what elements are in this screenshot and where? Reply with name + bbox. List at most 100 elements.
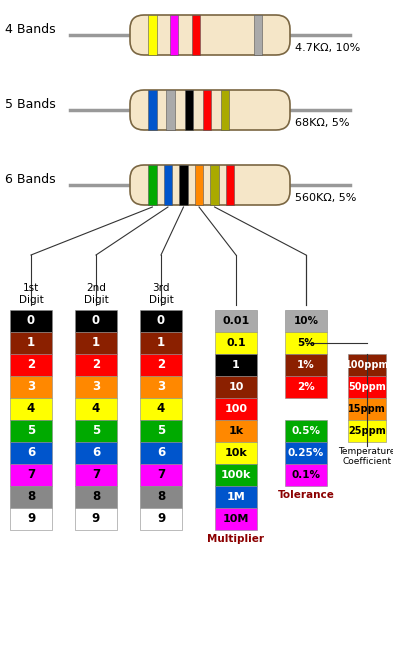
Bar bbox=[148, 15, 156, 55]
Bar bbox=[215, 442, 257, 464]
Text: 8: 8 bbox=[27, 491, 35, 503]
Bar bbox=[75, 376, 117, 398]
Bar bbox=[215, 376, 257, 398]
Bar bbox=[10, 376, 52, 398]
Text: 0: 0 bbox=[92, 314, 100, 328]
Text: 0.1%: 0.1% bbox=[292, 470, 321, 480]
Bar bbox=[192, 15, 200, 55]
Bar bbox=[140, 464, 182, 486]
Text: 1: 1 bbox=[27, 337, 35, 349]
Bar bbox=[215, 354, 257, 376]
Text: 4: 4 bbox=[157, 402, 165, 416]
Bar bbox=[140, 310, 182, 332]
Text: 0.01: 0.01 bbox=[222, 316, 250, 326]
Bar bbox=[221, 90, 229, 130]
Bar bbox=[215, 420, 257, 442]
Bar bbox=[75, 332, 117, 354]
Text: 6 Bands: 6 Bands bbox=[5, 173, 56, 186]
Text: 100k: 100k bbox=[221, 470, 251, 480]
Text: 3: 3 bbox=[27, 381, 35, 394]
Text: 1st
Digit: 1st Digit bbox=[18, 283, 43, 305]
Text: 6: 6 bbox=[157, 446, 165, 459]
Text: 560KΩ, 5%: 560KΩ, 5% bbox=[295, 193, 356, 203]
Text: 7: 7 bbox=[27, 469, 35, 481]
Bar bbox=[140, 442, 182, 464]
Text: 1M: 1M bbox=[227, 492, 245, 502]
Bar bbox=[140, 508, 182, 530]
Text: 4 Bands: 4 Bands bbox=[5, 23, 56, 36]
Text: Temperature
Coefficient: Temperature Coefficient bbox=[338, 447, 393, 466]
Text: 68KΩ, 5%: 68KΩ, 5% bbox=[295, 118, 349, 128]
Bar bbox=[10, 398, 52, 420]
Text: 100ppm: 100ppm bbox=[345, 360, 389, 370]
Text: 6: 6 bbox=[92, 446, 100, 459]
Bar bbox=[215, 332, 257, 354]
Bar bbox=[10, 310, 52, 332]
FancyBboxPatch shape bbox=[130, 15, 290, 55]
Bar bbox=[215, 486, 257, 508]
Text: 7: 7 bbox=[92, 469, 100, 481]
Bar bbox=[215, 464, 257, 486]
Bar bbox=[140, 398, 182, 420]
Bar bbox=[75, 310, 117, 332]
Text: 10k: 10k bbox=[225, 448, 247, 458]
Bar bbox=[10, 354, 52, 376]
Bar bbox=[148, 165, 156, 205]
Text: 5%: 5% bbox=[297, 338, 315, 348]
Text: 2: 2 bbox=[157, 359, 165, 371]
Bar bbox=[285, 354, 327, 376]
Bar bbox=[170, 15, 178, 55]
Bar bbox=[215, 508, 257, 530]
Bar bbox=[285, 332, 327, 354]
Text: 6: 6 bbox=[27, 446, 35, 459]
Bar bbox=[75, 442, 117, 464]
Text: 1k: 1k bbox=[228, 426, 244, 436]
Text: 0.5%: 0.5% bbox=[292, 426, 321, 436]
Text: 0.25%: 0.25% bbox=[288, 448, 324, 458]
FancyBboxPatch shape bbox=[130, 90, 290, 130]
Bar bbox=[75, 464, 117, 486]
Text: 1%: 1% bbox=[297, 360, 315, 370]
Bar bbox=[75, 398, 117, 420]
Text: 5: 5 bbox=[92, 424, 100, 438]
Text: 5: 5 bbox=[27, 424, 35, 438]
Text: 3rd
Digit: 3rd Digit bbox=[149, 283, 173, 305]
Text: 1: 1 bbox=[232, 360, 240, 370]
Text: 9: 9 bbox=[157, 512, 165, 526]
Bar bbox=[254, 15, 262, 55]
Text: 4.7KΩ, 10%: 4.7KΩ, 10% bbox=[295, 43, 360, 53]
Text: 25ppm: 25ppm bbox=[348, 426, 386, 436]
Bar bbox=[10, 420, 52, 442]
Text: Multiplier: Multiplier bbox=[208, 534, 264, 544]
Text: 3: 3 bbox=[92, 381, 100, 394]
Bar bbox=[140, 420, 182, 442]
Text: 8: 8 bbox=[92, 491, 100, 503]
FancyBboxPatch shape bbox=[130, 165, 290, 205]
Text: 7: 7 bbox=[157, 469, 165, 481]
Text: 4: 4 bbox=[27, 402, 35, 416]
Text: 50ppm: 50ppm bbox=[348, 382, 386, 392]
Text: 0: 0 bbox=[157, 314, 165, 328]
Bar bbox=[348, 398, 386, 420]
Bar bbox=[285, 376, 327, 398]
Bar bbox=[10, 464, 52, 486]
Text: 5 Bands: 5 Bands bbox=[5, 98, 56, 111]
Bar bbox=[10, 442, 52, 464]
Bar bbox=[285, 310, 327, 332]
Bar bbox=[348, 376, 386, 398]
Bar bbox=[75, 354, 117, 376]
Bar bbox=[75, 486, 117, 508]
Text: 2: 2 bbox=[27, 359, 35, 371]
Text: 15ppm: 15ppm bbox=[348, 404, 386, 414]
Bar bbox=[10, 332, 52, 354]
Text: 3: 3 bbox=[157, 381, 165, 394]
Bar bbox=[164, 165, 172, 205]
Bar bbox=[285, 442, 327, 464]
Bar bbox=[348, 420, 386, 442]
Bar bbox=[203, 90, 211, 130]
Bar bbox=[226, 165, 234, 205]
Bar bbox=[348, 354, 386, 376]
Text: 100: 100 bbox=[224, 404, 248, 414]
Text: 9: 9 bbox=[27, 512, 35, 526]
Text: Tolerance: Tolerance bbox=[277, 490, 334, 500]
